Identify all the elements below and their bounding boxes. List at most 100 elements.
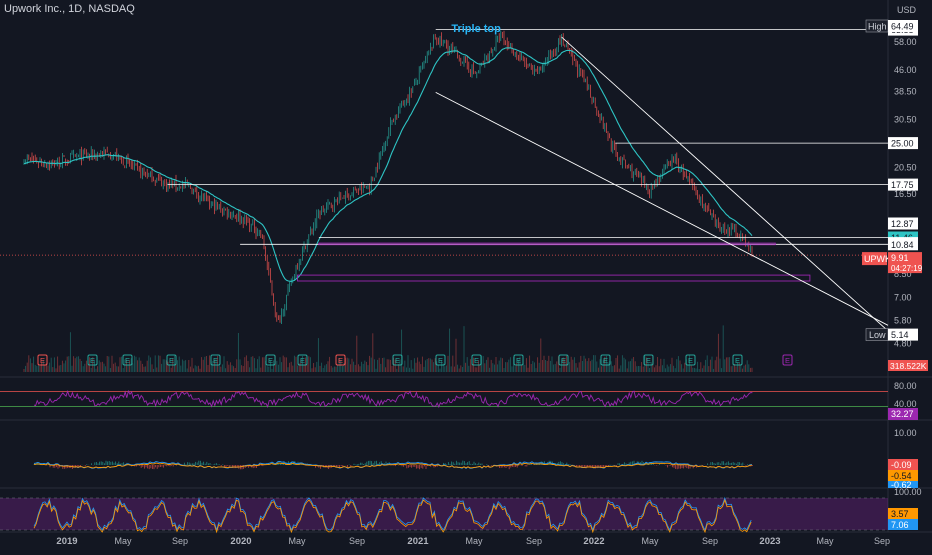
macd-tick: 10.00 (894, 428, 917, 438)
x-axis-label: Sep (172, 536, 188, 546)
bar-countdown: 04:27:19 (891, 264, 923, 273)
price-tick: 46.00 (894, 65, 917, 75)
macd-value-box-2 (888, 470, 918, 481)
earnings-badge[interactable] (265, 354, 276, 366)
stoch-k-line (33, 496, 752, 532)
earnings-badge-letter: E (438, 356, 443, 365)
upper-trendline (561, 36, 889, 332)
earnings-badge[interactable] (558, 354, 569, 366)
earnings-badge-letter: E (516, 356, 521, 365)
pattern-label: Triple top (451, 23, 501, 35)
upcoming-earnings-letter: E (785, 356, 790, 365)
level-tag (888, 217, 918, 230)
earnings-badge[interactable] (435, 354, 446, 366)
x-axis-label: 2021 (407, 536, 429, 547)
earnings-badge[interactable] (297, 354, 308, 366)
earnings-badge-letter: E (40, 356, 45, 365)
level-tag (888, 137, 918, 150)
earnings-badge[interactable] (513, 354, 524, 366)
stoch-value-1: 3.57 (891, 509, 909, 519)
x-axis-label: May (641, 536, 659, 546)
price-tick: 38.50 (894, 86, 917, 96)
high-value: 64.49 (891, 22, 914, 32)
x-axis-label: Sep (526, 536, 542, 546)
stoch-band (0, 498, 888, 530)
x-axis-label: 2023 (759, 536, 780, 547)
rsi-line (33, 389, 753, 409)
earnings-badge-letter: E (169, 356, 174, 365)
x-axis-label: May (288, 536, 306, 546)
earnings-badge[interactable] (166, 354, 177, 366)
earnings-badge-letter: E (268, 356, 273, 365)
price-tick: 5.80 (894, 315, 912, 325)
last-price-value: 9.91 (891, 253, 909, 263)
x-axis-label: May (114, 536, 132, 546)
earnings-badge[interactable] (643, 354, 654, 366)
macd-value-box-1 (888, 459, 918, 470)
earnings-badge[interactable] (37, 354, 48, 366)
earnings-badge-letter: E (646, 356, 651, 365)
price-tick: 16.50 (894, 189, 917, 199)
earnings-badge[interactable] (335, 354, 346, 366)
x-axis-label: 2020 (230, 536, 251, 547)
moving-average-line (23, 47, 753, 282)
resistance-zone (318, 242, 776, 246)
low-value-box (888, 328, 918, 341)
volume-value: 318.522K (890, 361, 927, 371)
stoch-d-line (33, 498, 752, 534)
x-axis-label: May (816, 536, 834, 546)
price-tick: 30.50 (894, 115, 917, 125)
macd-value-1: -0.09 (891, 460, 912, 470)
low-label: Low (869, 330, 886, 340)
earnings-badge[interactable] (600, 354, 611, 366)
upcoming-earnings-badge[interactable] (782, 354, 793, 366)
stoch-tick: 100.00 (894, 487, 922, 497)
support-zone (297, 274, 811, 282)
currency-label: USD (897, 5, 917, 15)
earnings-badge-letter: E (90, 356, 95, 365)
rsi-tick-80: 80.00 (894, 381, 917, 391)
lower-trendline (435, 91, 889, 326)
price-tick: 20.50 (894, 163, 917, 173)
price-tick: 58.00 (894, 37, 917, 47)
x-axis-label: 2019 (56, 536, 77, 547)
earnings-badge[interactable] (87, 354, 98, 366)
volume-value-box (888, 360, 928, 371)
level-tag (888, 178, 918, 191)
level-tag (888, 238, 918, 251)
earnings-badge[interactable] (210, 354, 221, 366)
price-tick: 4.80 (894, 338, 912, 348)
earnings-badge[interactable] (685, 354, 696, 366)
earnings-badge-letter: E (300, 356, 305, 365)
earnings-badge-letter: E (338, 356, 343, 365)
stoch-value-box-2 (888, 519, 918, 530)
x-axis-label: Sep (874, 536, 890, 546)
level-tag-value: 17.75 (891, 180, 914, 190)
chart-header: Upwork Inc., 1D, NASDAQ (4, 3, 135, 15)
earnings-badge[interactable] (471, 354, 482, 366)
level-tag-value: 10.84 (891, 240, 914, 250)
macd-value-3: -0.62 (891, 480, 912, 490)
level-tag-value: 25.00 (891, 139, 914, 149)
price-tick: 8.50 (894, 269, 912, 279)
x-axis-label: 2022 (583, 536, 604, 547)
symbol-title: Upwork Inc., 1D, NASDAQ (4, 3, 135, 15)
earnings-badge[interactable] (392, 354, 403, 366)
x-axis-label: May (465, 536, 483, 546)
x-axis-label: Sep (349, 536, 365, 546)
high-value-box (888, 20, 918, 32)
earnings-badge[interactable] (122, 354, 133, 366)
last-price-tag (888, 252, 922, 274)
ticker-tag-label: UPWK (864, 254, 891, 264)
ticker-tag (862, 252, 887, 266)
earnings-badge-letter: E (603, 356, 608, 365)
macd-value-2: -0.54 (891, 471, 912, 481)
low-value: 5.14 (891, 330, 909, 340)
earnings-badge-letter: E (735, 356, 740, 365)
x-axis-label: Sep (702, 536, 718, 546)
earnings-badge-letter: E (688, 356, 693, 365)
earnings-badge[interactable] (732, 354, 743, 366)
rsi-tick-40: 40.00 (894, 399, 917, 409)
